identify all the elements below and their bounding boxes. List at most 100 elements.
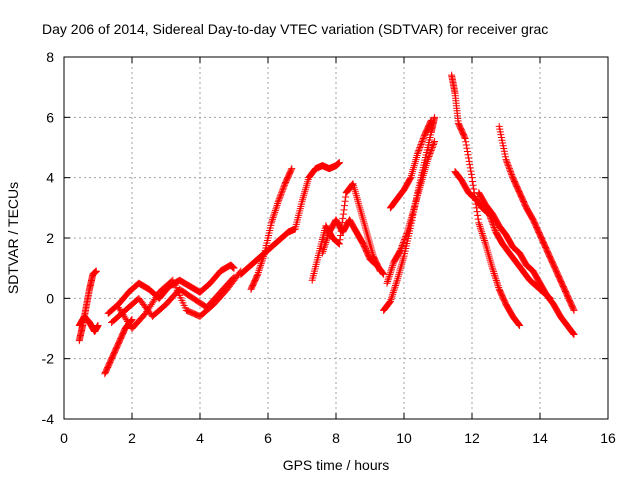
data-point	[269, 214, 277, 222]
data-point	[276, 192, 284, 200]
data-point	[424, 156, 432, 164]
data-point	[152, 294, 160, 302]
series-s14	[386, 116, 435, 212]
data-point	[260, 251, 268, 259]
data-point	[465, 157, 473, 165]
data-point	[468, 174, 476, 182]
data-point	[384, 277, 392, 285]
data-point	[467, 170, 475, 178]
data-point	[494, 280, 501, 288]
data-point	[480, 235, 488, 243]
data-point	[424, 154, 432, 162]
data-point	[121, 314, 129, 322]
data-point	[506, 166, 514, 174]
data-point	[268, 217, 276, 225]
data-point	[466, 161, 474, 169]
data-point	[414, 148, 422, 156]
y-tick-label: -2	[42, 351, 55, 367]
data-point	[402, 232, 410, 240]
x-tick-label: 16	[600, 430, 616, 446]
data-point	[469, 177, 477, 185]
data-point	[143, 308, 151, 316]
data-point	[400, 237, 408, 245]
data-point	[401, 236, 409, 244]
data-point	[516, 321, 524, 329]
data-point	[463, 144, 471, 152]
data-point	[570, 306, 578, 314]
data-point	[398, 242, 406, 250]
data-point	[337, 231, 345, 239]
data-point	[334, 239, 342, 247]
data-point	[474, 211, 482, 219]
data-point	[144, 306, 152, 314]
data-points	[75, 71, 578, 378]
data-point	[321, 240, 329, 248]
x-tick-label: 8	[332, 430, 340, 446]
data-point	[379, 269, 387, 277]
data-point	[391, 283, 399, 291]
data-point	[477, 224, 484, 232]
data-point	[123, 317, 131, 325]
y-tick-label: 6	[46, 109, 54, 125]
data-point	[505, 165, 513, 173]
x-tick-label: 2	[128, 430, 136, 446]
data-point	[465, 154, 473, 162]
data-point	[494, 282, 502, 290]
data-point	[384, 276, 392, 284]
y-tick-label: 8	[46, 49, 54, 65]
x-tick-label: 0	[60, 430, 68, 446]
data-point	[273, 203, 280, 211]
data-point	[323, 235, 331, 243]
data-point	[257, 260, 265, 268]
y-tick-label: 2	[46, 230, 54, 246]
data-point	[278, 189, 286, 197]
data-point	[463, 148, 471, 156]
x-tick-label: 14	[532, 430, 548, 446]
data-point	[492, 276, 500, 284]
data-point	[491, 273, 499, 281]
data-point	[269, 215, 277, 223]
data-point	[279, 186, 287, 194]
data-point	[267, 219, 275, 227]
data-point	[479, 233, 487, 241]
data-point	[418, 137, 426, 145]
data-point	[324, 231, 332, 239]
data-point	[493, 278, 501, 286]
data-point	[569, 329, 577, 337]
series-s15	[448, 71, 524, 329]
data-point	[398, 243, 406, 251]
data-point	[147, 301, 155, 309]
data-point	[475, 219, 483, 227]
series-s6	[114, 267, 245, 332]
data-point	[114, 303, 122, 311]
series-s8	[247, 165, 296, 293]
data-point	[278, 187, 286, 195]
data-point	[504, 160, 512, 168]
data-point	[386, 270, 394, 278]
data-point	[466, 164, 474, 172]
data-point	[429, 140, 437, 148]
data-point	[287, 166, 295, 174]
data-point	[399, 239, 407, 247]
data-point	[427, 147, 435, 155]
data-point	[145, 304, 153, 312]
data-point	[416, 144, 424, 151]
data-point	[474, 215, 482, 223]
data-point	[341, 202, 348, 210]
data-point	[388, 294, 396, 302]
data-point	[490, 269, 498, 277]
data-point	[348, 180, 356, 188]
data-point	[324, 233, 331, 241]
x-tick-label: 6	[264, 430, 272, 446]
data-point	[320, 246, 328, 254]
data-point	[427, 118, 435, 126]
data-point	[419, 134, 427, 142]
series-s2	[75, 312, 102, 336]
data-point	[480, 237, 488, 245]
data-point	[275, 196, 283, 204]
data-point	[416, 142, 424, 150]
data-point	[403, 229, 411, 237]
data-point	[150, 297, 158, 305]
axis-ticks: 0 2 4 6 8 10 12 14 16 -4 -2 0 2 4 6 8	[42, 49, 616, 446]
